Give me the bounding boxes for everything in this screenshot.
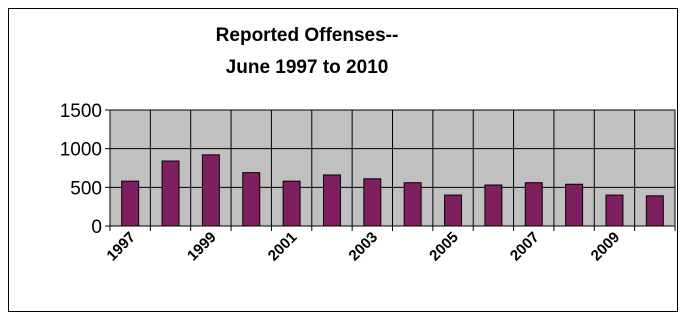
x-tick-label: 1997 xyxy=(103,229,139,265)
bar-2001 xyxy=(282,180,301,227)
bar-2005 xyxy=(444,194,463,227)
y-tick-label: 500 xyxy=(70,178,102,199)
x-tick-label: 2003 xyxy=(346,229,382,265)
chart-frame: Reported Offenses-- June 1997 to 2010 0 5… xyxy=(8,8,678,312)
y-axis: 0 500 1000 1500 xyxy=(60,101,111,238)
bar-2009 xyxy=(605,194,624,227)
bar-1999 xyxy=(201,154,220,227)
x-axis: 1997 1999 2001 2003 2005 2007 2009 xyxy=(103,225,676,265)
bar-2006 xyxy=(484,184,503,227)
bar-2002 xyxy=(322,174,341,227)
bar-1998 xyxy=(161,160,180,227)
x-tick-label: 2001 xyxy=(265,229,301,265)
bar-2007 xyxy=(524,182,543,227)
bar-2008 xyxy=(565,183,584,227)
x-tick-label: 1999 xyxy=(184,229,220,265)
plot-area xyxy=(109,109,676,227)
y-tick-label: 1000 xyxy=(60,140,102,161)
x-tick-label: 2005 xyxy=(426,229,462,265)
bar-2004 xyxy=(403,182,422,227)
bar-2003 xyxy=(363,178,382,227)
bar-2010 xyxy=(645,195,664,227)
x-tick-label: 2009 xyxy=(588,229,624,265)
bar-chart: Reported Offenses-- June 1997 to 2010 0 5… xyxy=(60,25,676,265)
x-tick-label: 2007 xyxy=(507,229,543,265)
bar-2000 xyxy=(242,172,261,227)
y-tick-label: 1500 xyxy=(60,101,102,122)
chart-title-line-2: June 1997 to 2010 xyxy=(226,57,389,78)
bar-1997 xyxy=(121,180,140,227)
y-tick-label: 0 xyxy=(91,217,102,238)
chart-title-line-1: Reported Offenses-- xyxy=(216,25,399,46)
